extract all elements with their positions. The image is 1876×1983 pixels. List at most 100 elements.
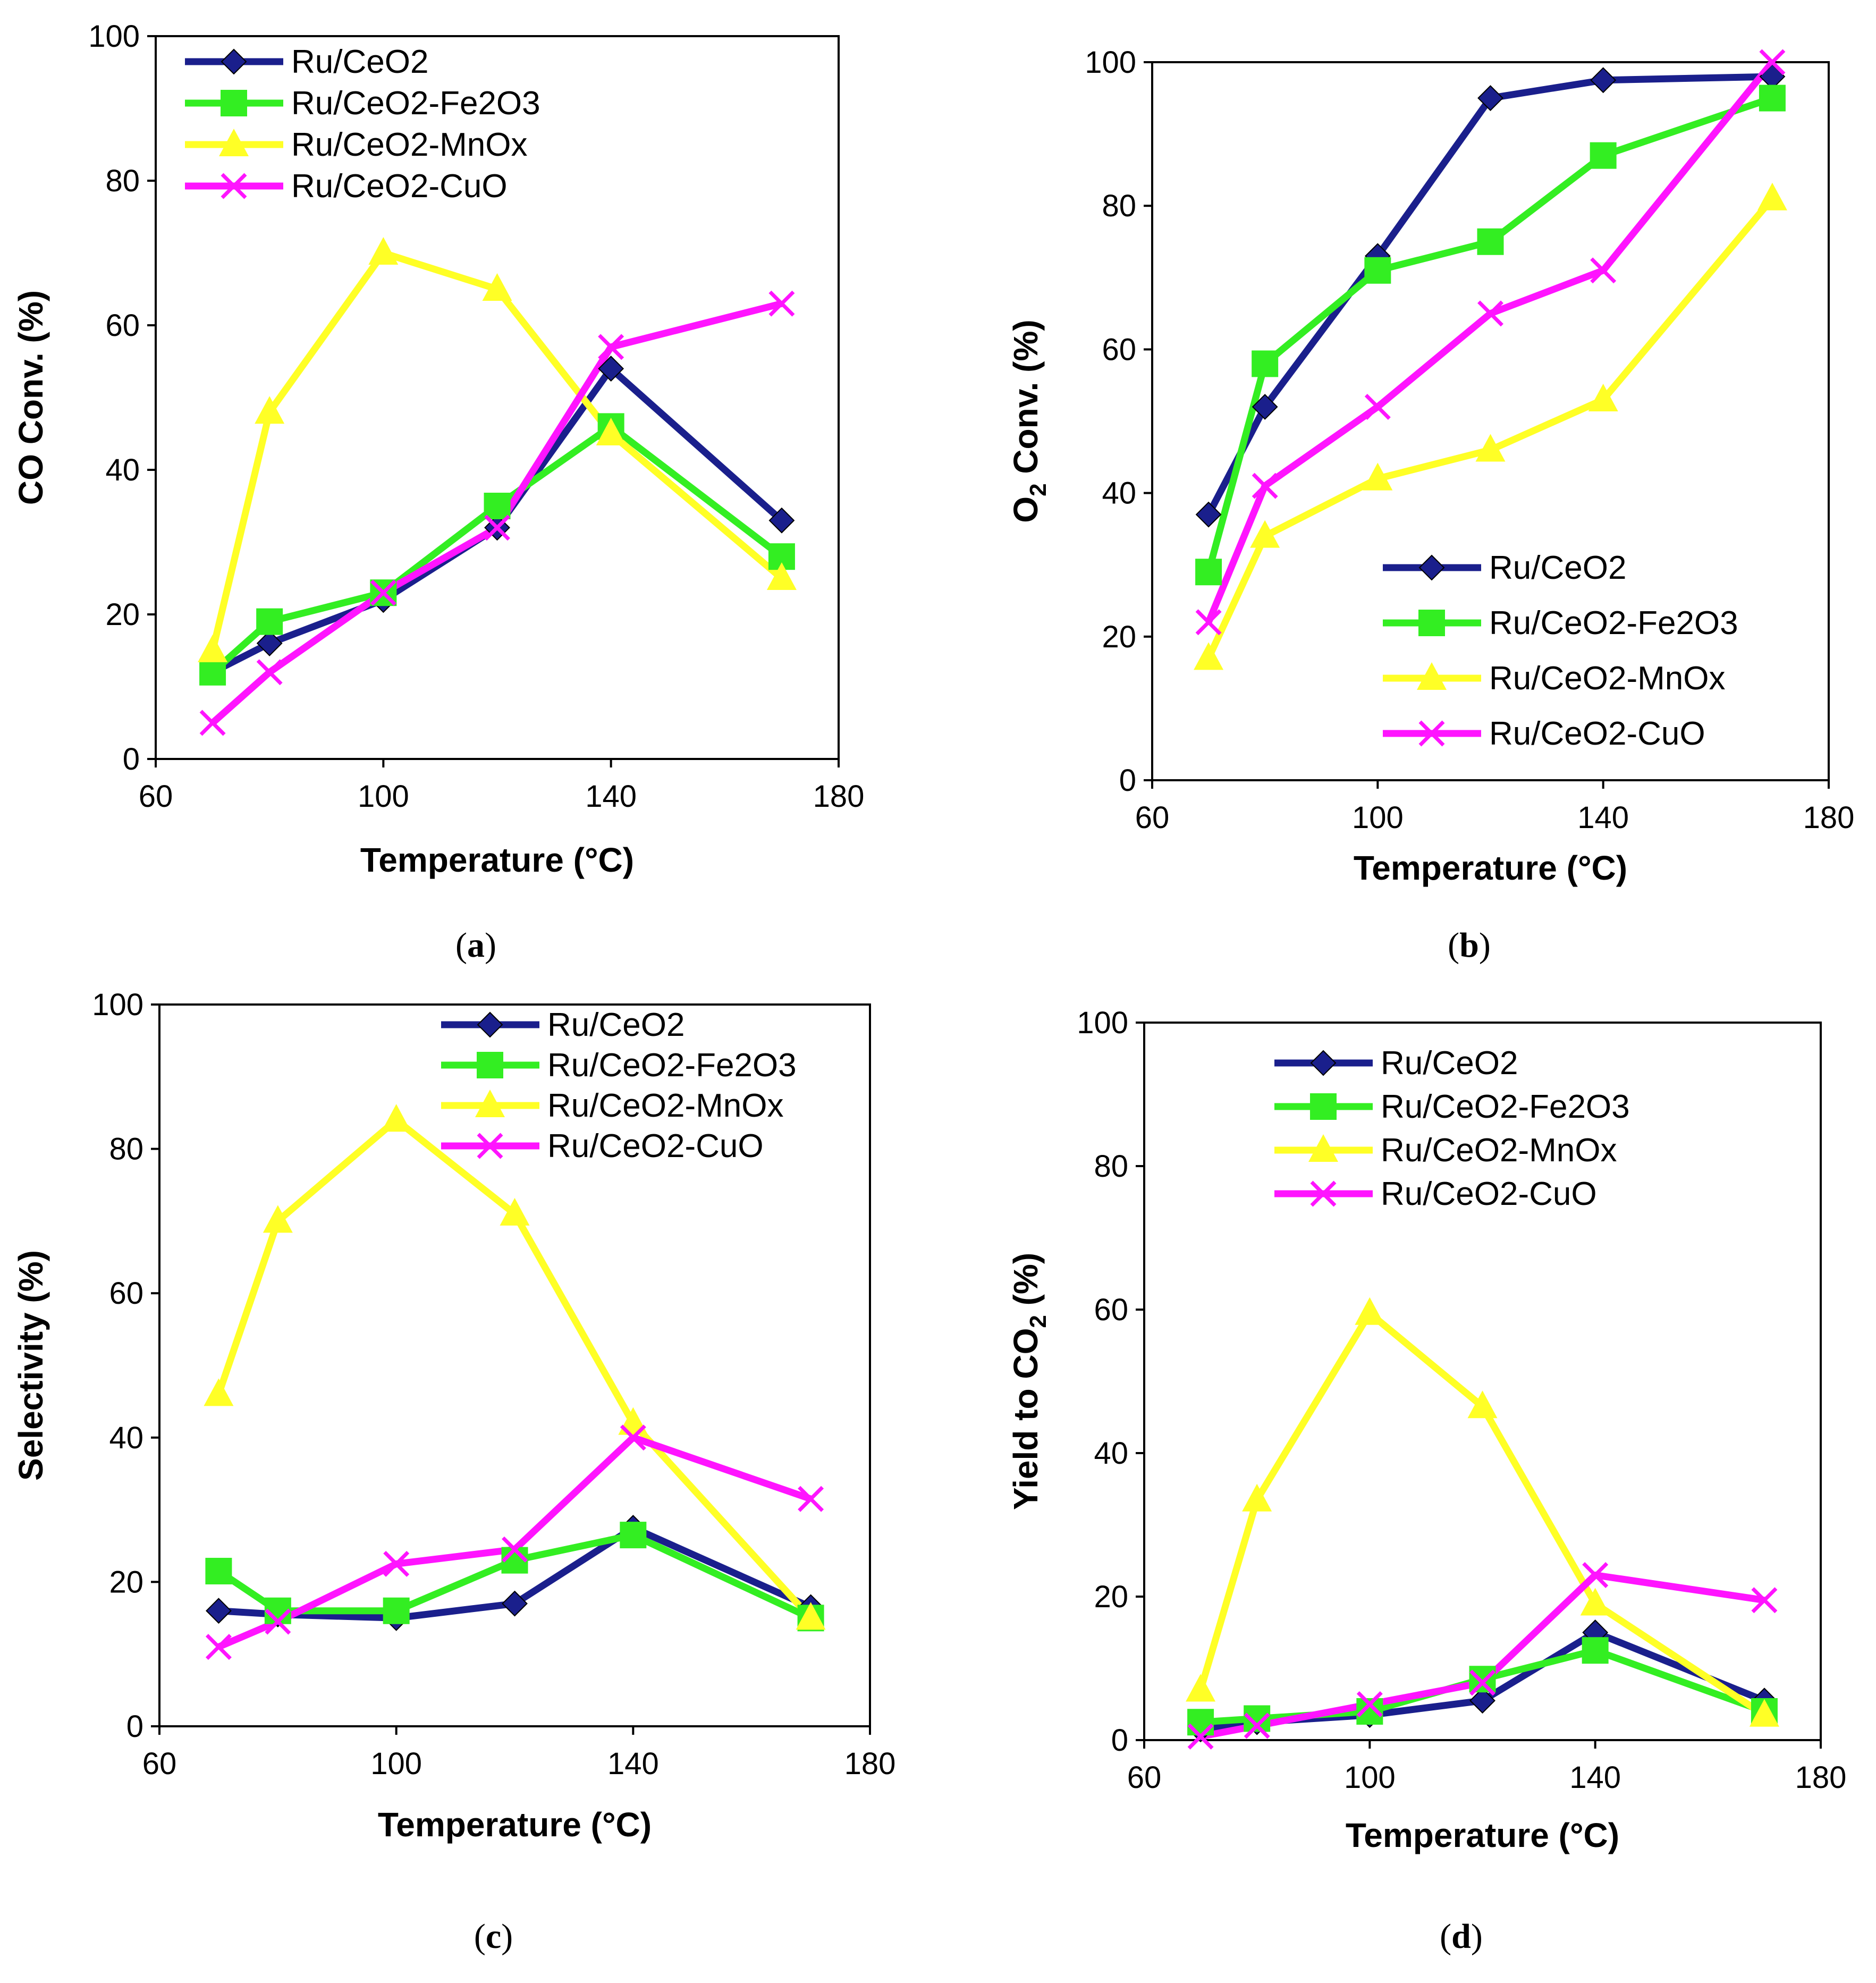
data-point (1477, 300, 1503, 327)
legend-label: Ru/CeO2-MnOx (1381, 1132, 1617, 1169)
y-tick-label: 40 (105, 453, 140, 487)
data-point (1252, 472, 1278, 499)
x-tick-label: 180 (844, 1746, 896, 1781)
data-point (1194, 642, 1224, 670)
legend-label: Ru/CeO2-Fe2O3 (1489, 605, 1738, 642)
series-line-1 (1205, 95, 1774, 573)
data-point (482, 273, 512, 301)
y-tick-label: 40 (1102, 476, 1136, 511)
data-point (1242, 1483, 1272, 1512)
data-point (1582, 1637, 1609, 1664)
legend-label: Ru/CeO2-MnOx (1489, 660, 1725, 697)
series-line-2 (1197, 1310, 1767, 1718)
panel-caption: (b) (1448, 926, 1491, 965)
data-point (1467, 1390, 1498, 1419)
y-tick-label: 0 (123, 742, 140, 777)
y-tick-label: 40 (109, 1421, 143, 1455)
legend-swatch-marker (221, 90, 247, 116)
caption-open: ( (455, 926, 467, 965)
y-axis-label-subscript: 2 (1025, 1315, 1051, 1328)
data-point (598, 334, 624, 360)
y-tick-label: 80 (1094, 1149, 1128, 1184)
caption-open: ( (1448, 926, 1459, 965)
chart-panel-b: 0 20 40 60 80 100 60 100 140 180 Temperature (°C) O… (1007, 45, 1854, 965)
data-point (1252, 394, 1278, 420)
data-point (1582, 1562, 1609, 1588)
data-point (381, 1104, 411, 1132)
data-point (198, 635, 228, 662)
data-point (1186, 1674, 1216, 1702)
data-point (206, 1598, 232, 1624)
data-point (798, 1486, 824, 1512)
legend-label: Ru/CeO2-Fe2O3 (547, 1047, 797, 1084)
x-tick-label: 140 (1577, 800, 1629, 835)
data-point (1477, 85, 1503, 111)
legend-swatch-marker (1310, 1050, 1337, 1076)
caption-letter: b (1459, 926, 1479, 965)
data-point (1590, 142, 1617, 169)
caption-close: ) (1479, 926, 1491, 965)
data-point (1244, 1712, 1270, 1739)
y-tick-label: 100 (1085, 45, 1136, 80)
y-tick-label: 20 (105, 597, 140, 632)
data-point (1580, 1588, 1610, 1616)
data-point (1364, 394, 1391, 420)
y-tick-label: 20 (109, 1565, 143, 1599)
y-axis-label-rest: Conv. (%) (1007, 319, 1045, 483)
data-point (1355, 1297, 1385, 1325)
data-point (1364, 257, 1391, 284)
data-point (255, 396, 285, 424)
legend: Ru/CeO2Ru/CeO2-Fe2O3Ru/CeO2-MnOxRu/CeO2-… (1383, 550, 1738, 752)
plot-area (155, 35, 840, 760)
caption-letter: a (467, 926, 485, 965)
chart-panel-a: 0 20 40 60 80 100 60 100 140 180 Temperature (°C) C… (12, 19, 864, 965)
legend-label: Ru/CeO2 (1381, 1045, 1518, 1082)
data-point (199, 659, 226, 686)
legend-swatch-marker (221, 173, 247, 199)
y-tick-label: 0 (1119, 763, 1136, 798)
data-point (199, 710, 226, 736)
legend-label: Ru/CeO2 (547, 1007, 685, 1043)
data-point (205, 1558, 232, 1585)
legend-swatch-marker (219, 129, 249, 156)
legend-label: Ru/CeO2 (291, 44, 428, 80)
y-tick-label: 80 (105, 164, 140, 198)
x-tick-label: 60 (1135, 800, 1170, 835)
data-point (1757, 182, 1787, 210)
plot-area (1143, 1022, 1822, 1741)
legend-swatch-marker (477, 1052, 503, 1078)
y-tick-label: 60 (109, 1276, 143, 1311)
caption-close: ) (485, 926, 496, 965)
x-axis-label: Temperature (°C) (360, 841, 634, 879)
panel-caption: (c) (474, 1917, 513, 1956)
caption-open: ( (474, 1917, 486, 1956)
series-line-3 (1205, 60, 1775, 624)
caption-close: ) (1471, 1917, 1483, 1956)
data-point (1195, 559, 1222, 586)
y-tick-label: 100 (88, 19, 140, 54)
data-point (205, 1634, 232, 1660)
y-tick-label: 80 (1102, 189, 1136, 223)
series-line-0 (1205, 73, 1773, 517)
series-line-2 (215, 1116, 814, 1621)
y-axis-label: CO Conv. (%) (12, 290, 50, 505)
data-point (502, 1536, 528, 1563)
y-axis-label-subscript: 2 (1025, 483, 1051, 496)
caption-open: ( (1440, 1917, 1451, 1956)
y-axis-label: O2 Conv. (%) (1007, 319, 1051, 522)
panel-caption: (d) (1440, 1917, 1483, 1956)
chart-panel-c: 0 20 40 60 80 100 60 100 140 180 Temperature (°C) S… (12, 988, 895, 1956)
plot-area (158, 1003, 871, 1727)
data-point (383, 1550, 410, 1577)
legend-label: Ru/CeO2-Fe2O3 (291, 85, 540, 122)
x-tick-label: 60 (142, 1746, 177, 1781)
x-tick-label: 60 (139, 779, 173, 814)
y-tick-label: 60 (1094, 1293, 1128, 1327)
data-point (620, 1424, 646, 1451)
data-point (383, 1597, 410, 1624)
data-point (1195, 501, 1222, 528)
legend: Ru/CeO2Ru/CeO2-Fe2O3Ru/CeO2-MnOxRu/CeO2-… (441, 1007, 797, 1165)
x-tick-label: 100 (1352, 800, 1404, 835)
data-point (768, 507, 795, 534)
legend-swatch-marker (1418, 554, 1445, 581)
